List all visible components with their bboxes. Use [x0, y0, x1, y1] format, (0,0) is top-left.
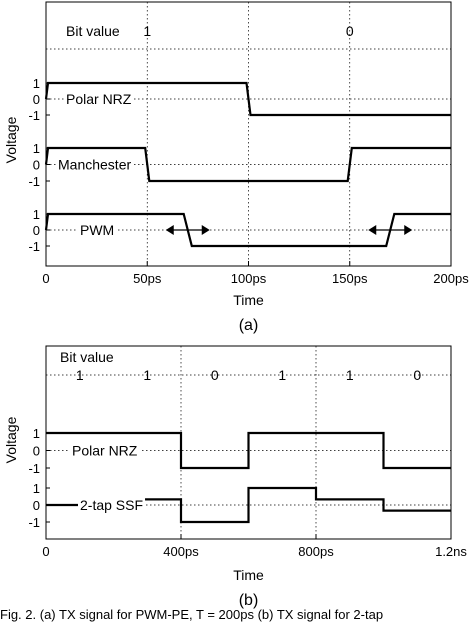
arrow-head-right [201, 225, 210, 235]
y-tick-label: 0 [33, 158, 40, 173]
x-tick-label: 400ps [163, 544, 199, 559]
y-tick-label: -1 [28, 515, 40, 530]
signal-name-bg [56, 155, 134, 174]
bit-value: 1 [143, 23, 151, 39]
arrow-head-left [368, 225, 377, 235]
x-tick-label: 150ps [332, 271, 368, 286]
y-tick-label: 0 [33, 444, 40, 459]
signal-name: Manchester [58, 157, 131, 173]
y-tick-label: 1 [33, 481, 40, 496]
signal-trace [44, 212, 451, 248]
x-tick-label: 0 [42, 544, 49, 559]
signal-name-bg [64, 90, 134, 108]
x-tick-label: 800ps [298, 544, 334, 559]
signal-name: Polar NRZ [72, 443, 138, 459]
y-tick-label: 0 [33, 223, 40, 238]
y-tick-label: 0 [33, 498, 40, 513]
bit-value: 0 [211, 367, 219, 383]
y-tick-label: 0 [33, 92, 40, 107]
y-tick-label: -1 [28, 108, 40, 123]
bit-value: 1 [346, 367, 354, 383]
bit-value: 0 [346, 23, 354, 39]
arrow-head-left [165, 225, 174, 235]
y-axis-label: Voltage [3, 116, 19, 163]
x-tick-label: 1.2ns [435, 544, 467, 559]
y-tick-label: 1 [33, 141, 40, 156]
figure-footer-text: Fig. 2. (a) TX signal for PWM-PE, T = 20… [0, 607, 383, 622]
y-tick-label: -1 [28, 239, 40, 254]
x-tick-label: 100ps [231, 271, 267, 286]
signal-trace [46, 431, 451, 470]
x-axis-label: Time [233, 567, 264, 583]
figure-caption: (a) [239, 317, 259, 334]
signal-trace [44, 146, 451, 183]
figure-caption: (b) [239, 592, 259, 609]
bit-value-label: Bit value [60, 349, 114, 365]
y-tick-label: -1 [28, 461, 40, 476]
bit-value: 1 [76, 367, 84, 383]
signal-name-bg [70, 441, 140, 460]
y-tick-label: 1 [33, 76, 40, 91]
y-tick-label: -1 [28, 174, 40, 189]
plot-frame [45, 345, 452, 540]
bit-value: 1 [143, 367, 151, 383]
y-axis-label: Voltage [3, 416, 19, 463]
signal-name: 2-tap SSF [80, 497, 143, 513]
arrow-head-right [404, 225, 413, 235]
x-axis-label: Time [233, 292, 264, 308]
signal-name-bg [78, 221, 117, 239]
signal-name: Polar NRZ [66, 91, 132, 107]
x-tick-label: 50ps [133, 271, 162, 286]
bit-value: 1 [278, 367, 286, 383]
signal-name: PWM [80, 222, 114, 238]
bit-value-label: Bit value [66, 23, 120, 39]
signal-name-bg [78, 496, 146, 514]
x-tick-label: 200ps [433, 271, 469, 286]
x-tick-label: 0 [42, 271, 49, 286]
y-tick-label: 1 [33, 426, 40, 441]
bit-value: 0 [413, 367, 421, 383]
y-tick-label: 1 [33, 207, 40, 222]
signal-trace [44, 81, 451, 117]
